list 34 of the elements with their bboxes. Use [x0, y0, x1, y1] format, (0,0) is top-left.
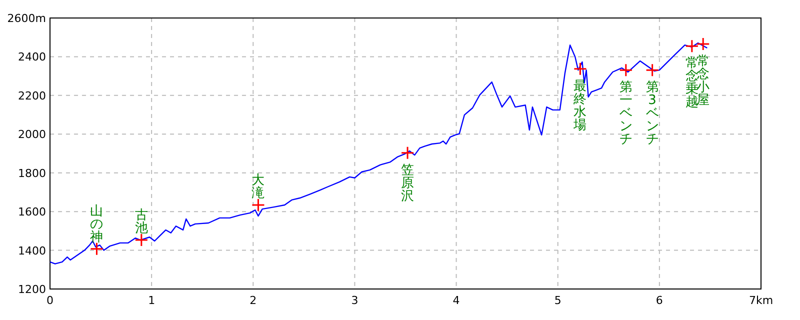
x-tick-label: 4: [452, 294, 460, 307]
annotation: 古池: [134, 208, 148, 236]
x-tick-label: 6: [656, 294, 663, 307]
point: [646, 63, 660, 77]
x-tick-label: 5: [554, 294, 562, 307]
y-tick-label: 1400: [18, 244, 46, 258]
point: [400, 146, 414, 160]
x-tick-label: 7km: [748, 294, 774, 307]
point: [90, 242, 104, 256]
annotation: 第一ベンチ: [619, 80, 632, 148]
y-tick-label: 1800: [18, 166, 46, 180]
point: [251, 198, 265, 212]
x-tick-label: 1: [148, 294, 156, 307]
point: [685, 39, 699, 53]
annotation: 常念小屋: [696, 54, 710, 108]
point: [696, 37, 710, 51]
annotation: 最終水場: [574, 78, 587, 133]
annotation: 大滝: [252, 173, 265, 201]
y-tick-label: 2000: [18, 128, 46, 142]
y-tick-label: 2600m: [7, 12, 46, 25]
x-tick-label: 0: [46, 294, 54, 307]
annotation: 第3ベンチ: [646, 80, 659, 148]
point: [134, 233, 148, 247]
point: [619, 63, 633, 77]
y-tick-label: 2200: [18, 89, 46, 102]
annotation: 常念乗越: [685, 56, 698, 110]
y-tick-label: 2400: [18, 50, 46, 64]
x-tick-label: 3: [351, 294, 358, 307]
y-tick-label: 1200: [18, 283, 46, 296]
point: [573, 62, 587, 76]
x-tick-label: 2: [250, 294, 257, 307]
annotation: 山の神: [90, 204, 104, 245]
annotation: 笠原沢: [401, 162, 414, 204]
y-tick-label: 1600: [18, 206, 46, 219]
